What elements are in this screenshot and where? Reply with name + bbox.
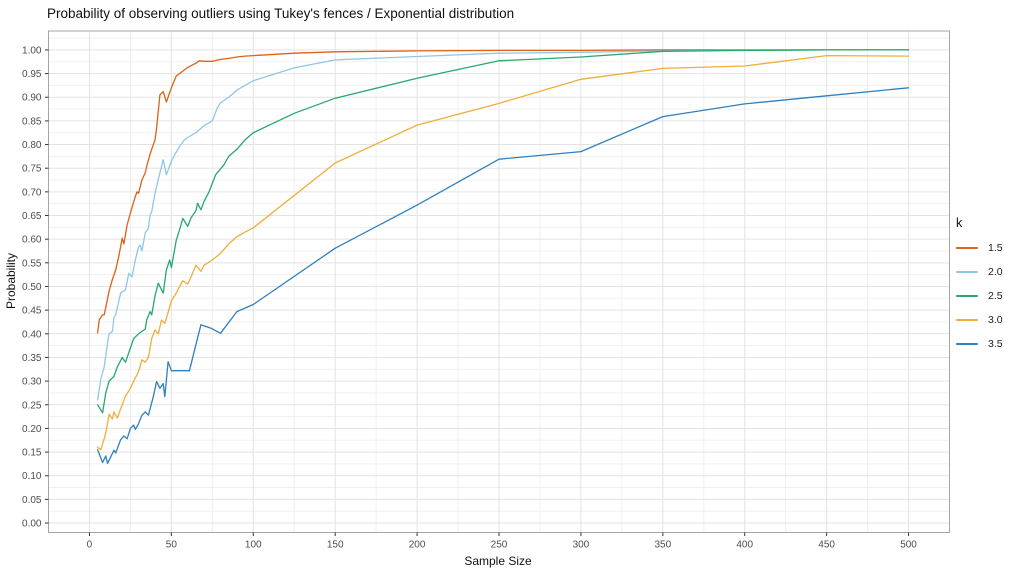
y-tick-label: 0.25: [22, 400, 42, 411]
legend-line-swatch: [956, 270, 978, 274]
series-line-k-3.5: [96, 87, 910, 465]
x-tick-label: 450: [818, 540, 835, 551]
legend-item-label: 1.5: [988, 242, 1003, 254]
x-tick-label: 200: [409, 540, 426, 551]
grid-major: [48, 31, 950, 533]
legend-items: 1.5 2.0 2.5 3.0 3.5: [956, 236, 1003, 356]
legend-item-label: 3.0: [988, 314, 1003, 326]
legend-line-swatch: [956, 246, 978, 250]
x-tick-label: 400: [736, 540, 753, 551]
y-tick-label: 0.40: [22, 329, 42, 340]
x-tick-label: 250: [491, 540, 508, 551]
y-tick-label: 0.90: [22, 93, 42, 104]
y-tick-label: 0.85: [22, 116, 42, 127]
x-tick-label: 100: [245, 540, 262, 551]
y-tick-label: 0.05: [22, 495, 42, 506]
legend-item-2.5: 2.5: [956, 284, 1003, 308]
x-tick-label: 350: [654, 540, 671, 551]
x-tick-label: 300: [573, 540, 590, 551]
y-tick-label: 0.10: [22, 471, 42, 482]
y-tick-label: 0.65: [22, 211, 42, 222]
y-tick-label: 0.45: [22, 306, 42, 317]
y-tick-label: 0.70: [22, 187, 42, 198]
series-line-k-2.5: [96, 49, 910, 414]
series-line-k-3.0: [96, 54, 910, 451]
legend-item-2.0: 2.0: [956, 260, 1003, 284]
y-tick-label: 0.20: [22, 424, 42, 435]
legend-item-label: 2.0: [988, 266, 1003, 278]
x-tick-label: 0: [87, 540, 93, 551]
y-tick-label: 0.35: [22, 353, 42, 364]
x-tick-label: 50: [166, 540, 178, 551]
y-tick-label: 0.15: [22, 448, 42, 459]
x-tick-label: 500: [900, 540, 917, 551]
series-lines: [96, 49, 910, 465]
y-tick-label: 0.75: [22, 164, 42, 175]
legend-line-swatch: [956, 342, 978, 346]
series-line-k-2.0: [96, 49, 910, 401]
tick-labels: 0 50 100 150 200 250 300 350 400 450 500 0.00 0.05 0.…: [22, 45, 917, 550]
y-tick-label: 1.00: [22, 45, 42, 56]
legend-item-label: 3.5: [988, 338, 1003, 350]
legend-title: k: [956, 216, 963, 230]
x-axis-title: Sample Size: [464, 554, 532, 568]
legend-item-label: 2.5: [988, 290, 1003, 302]
axis-ticks: [45, 49, 910, 536]
legend-item-3.5: 3.5: [956, 332, 1003, 356]
legend-line-swatch: [956, 318, 978, 322]
series-line-k-1.5: [96, 49, 910, 334]
legend-item-1.5: 1.5: [956, 236, 1003, 260]
y-axis-title: Probability: [4, 253, 18, 309]
chart-title: Probability of observing outliers using …: [47, 6, 514, 21]
y-tick-label: 0.95: [22, 69, 42, 80]
legend-line-swatch: [956, 294, 978, 298]
x-tick-label: 150: [327, 540, 344, 551]
legend: k 1.5 2.0 2.5 3.0 3.5: [956, 215, 1003, 356]
y-tick-label: 0.60: [22, 235, 42, 246]
y-tick-label: 0.55: [22, 258, 42, 269]
y-tick-label: 0.50: [22, 282, 42, 293]
y-tick-label: 0.30: [22, 377, 42, 388]
y-tick-label: 0.00: [22, 519, 42, 530]
y-tick-label: 0.80: [22, 140, 42, 151]
legend-item-3.0: 3.0: [956, 308, 1003, 332]
